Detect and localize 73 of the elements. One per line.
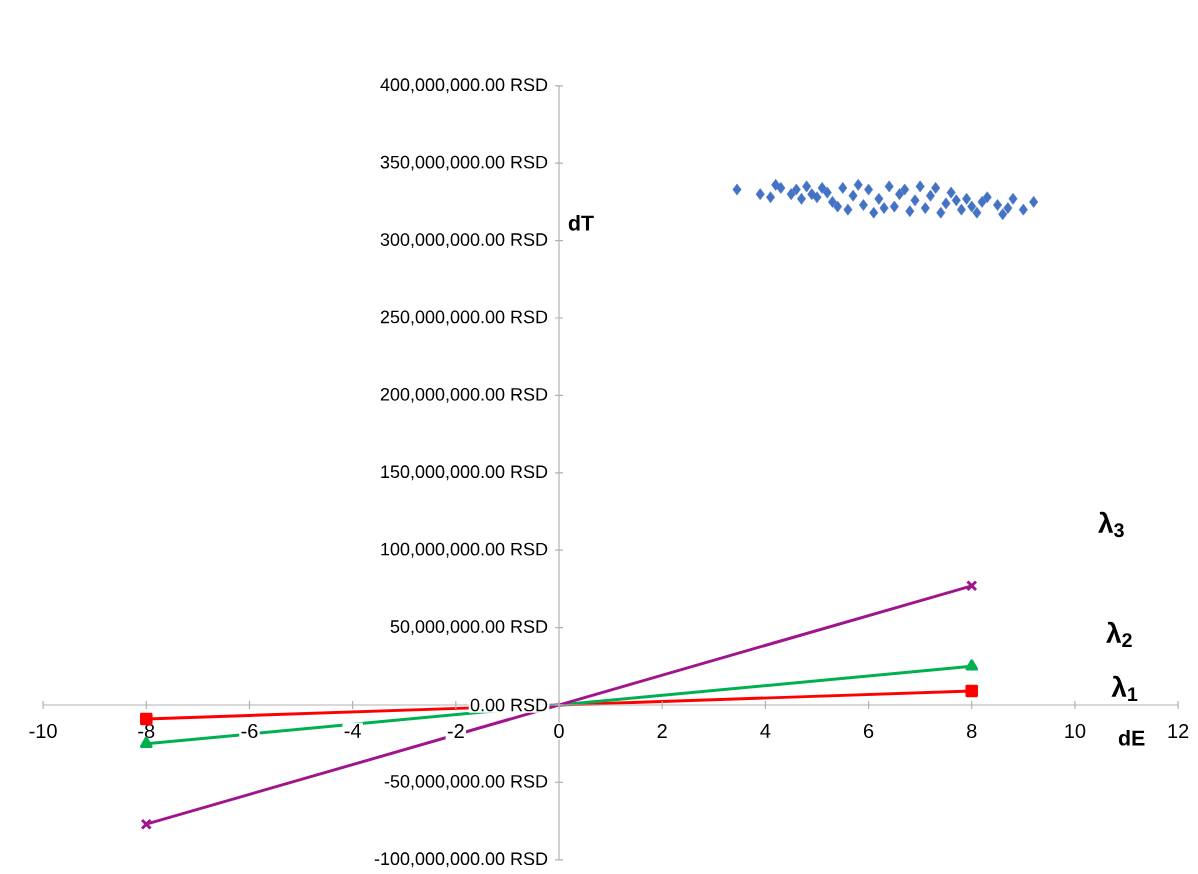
point (915, 180, 925, 193)
x-tick-label: 10 (1065, 723, 1086, 739)
x-tick-label: 0 (554, 723, 564, 739)
point (946, 186, 956, 199)
y-tick-label: 100,000,000.00 RSD (381, 542, 548, 558)
x-tick-label: 6 (864, 723, 874, 739)
y-tick-label: 200,000,000.00 RSD (380, 387, 548, 403)
point (936, 206, 946, 219)
point (941, 197, 951, 210)
point (884, 180, 894, 193)
x-tick-label: 8 (967, 723, 977, 739)
x-tick-label: -4 (344, 723, 361, 738)
point (965, 684, 979, 698)
point (977, 196, 987, 208)
point (889, 200, 899, 213)
y-tick-label: 400,000,000.00 RSD (380, 78, 548, 94)
text: λ$_{1}$ (1111, 675, 1138, 701)
point (920, 202, 930, 214)
x-tick-label: -10 (29, 723, 57, 739)
point (998, 208, 1008, 221)
point (962, 192, 972, 205)
y-tick-label: 350,000,000.00 RSD (380, 155, 548, 171)
point (951, 194, 961, 207)
point (972, 206, 982, 219)
point (833, 200, 843, 213)
x-tick-label: 12 (1168, 723, 1189, 738)
point (853, 178, 863, 191)
text: λ$_{2}$ (1106, 621, 1132, 647)
x-tick-label: 4 (760, 723, 771, 738)
point (817, 182, 827, 194)
point (993, 199, 1003, 211)
x-tick-label: 2 (657, 723, 667, 738)
x-axis-title: dE (1118, 729, 1145, 746)
y-tick-label: 150,000,000.00 RSD (381, 465, 548, 481)
point (791, 183, 801, 196)
x-tick-label: -6 (241, 723, 258, 739)
point (905, 205, 915, 218)
point (966, 580, 978, 592)
y-tick-label: -100,000,000.00 RSD (374, 852, 548, 868)
y-tick-label: -50,000,000.00 RSD (384, 774, 548, 790)
point (864, 183, 874, 196)
point (822, 186, 832, 199)
point (967, 200, 977, 213)
y-tick-label: 0.00 RSD (470, 698, 548, 712)
point (900, 183, 910, 196)
point (766, 191, 776, 204)
point (812, 191, 822, 204)
x-tick-label: -2 (447, 723, 464, 738)
y-tick-label: 300,000,000.00 RSD (380, 233, 548, 249)
point (140, 818, 152, 830)
y-tick-label: 50,000,000.00 RSD (390, 620, 548, 636)
point (982, 191, 992, 204)
point (869, 206, 879, 219)
point (802, 180, 812, 193)
point (776, 182, 786, 194)
point (931, 182, 941, 194)
point (1003, 202, 1013, 214)
y-tick-label: 250,000,000.00 RSD (380, 310, 548, 326)
point (755, 188, 765, 201)
point (732, 183, 742, 196)
point (956, 203, 966, 216)
point (858, 199, 868, 211)
point (1029, 196, 1039, 208)
point (910, 194, 920, 207)
point (838, 182, 848, 194)
point (843, 203, 853, 216)
point (848, 189, 858, 202)
point (874, 192, 884, 205)
y-axis-title: dT (568, 214, 594, 231)
text: λ$_{3}$ (1098, 511, 1124, 538)
point (1008, 192, 1018, 205)
point (1018, 203, 1028, 216)
point (879, 202, 889, 214)
